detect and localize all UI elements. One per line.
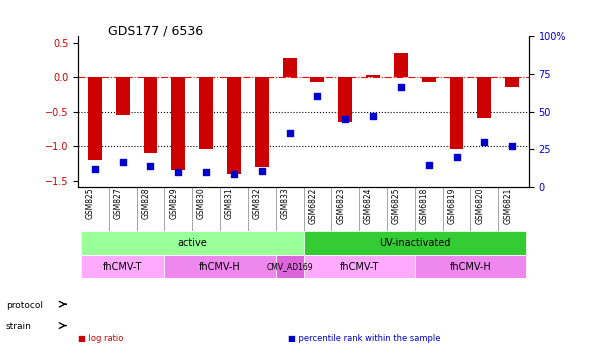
Text: GSM6818: GSM6818 <box>419 187 429 224</box>
Bar <box>366 75 380 77</box>
Text: GSM6824: GSM6824 <box>364 187 373 224</box>
Text: GSM6821: GSM6821 <box>503 187 512 224</box>
Point <box>452 154 462 160</box>
Bar <box>88 77 102 160</box>
Text: GSM6822: GSM6822 <box>308 187 317 224</box>
Text: GSM833: GSM833 <box>281 187 290 219</box>
Text: UV-inactivated: UV-inactivated <box>379 238 451 248</box>
Point <box>118 159 127 165</box>
Point <box>368 113 378 119</box>
Point <box>285 130 294 136</box>
FancyBboxPatch shape <box>165 255 276 278</box>
Text: fhCMV-T: fhCMV-T <box>340 262 379 272</box>
Bar <box>282 59 296 77</box>
FancyBboxPatch shape <box>304 255 415 278</box>
Text: protocol: protocol <box>6 301 43 310</box>
Point <box>340 116 350 122</box>
Bar <box>116 77 130 115</box>
Point <box>480 139 489 145</box>
Text: ■ percentile rank within the sample: ■ percentile rank within the sample <box>288 334 441 343</box>
Bar <box>477 77 492 119</box>
Point <box>90 166 100 172</box>
Text: ■ log ratio: ■ log ratio <box>78 334 123 343</box>
FancyBboxPatch shape <box>81 231 304 255</box>
Text: GSM6820: GSM6820 <box>475 187 484 224</box>
Text: GSM828: GSM828 <box>141 187 150 219</box>
Point <box>396 84 406 90</box>
Text: fhCMV-H: fhCMV-H <box>450 262 492 272</box>
Text: fhCMV-T: fhCMV-T <box>103 262 142 272</box>
Text: fhCMV-H: fhCMV-H <box>199 262 241 272</box>
FancyBboxPatch shape <box>276 255 304 278</box>
Bar <box>199 77 213 150</box>
Point <box>229 171 239 177</box>
Bar <box>311 77 325 82</box>
Text: active: active <box>177 238 207 248</box>
Point <box>313 94 322 99</box>
FancyBboxPatch shape <box>81 255 165 278</box>
Bar <box>450 77 463 150</box>
Text: GSM832: GSM832 <box>253 187 262 219</box>
Text: GSM831: GSM831 <box>225 187 234 219</box>
Text: GSM827: GSM827 <box>114 187 123 219</box>
Point <box>507 144 517 149</box>
Text: GSM830: GSM830 <box>197 187 206 219</box>
Text: GSM6823: GSM6823 <box>336 187 345 224</box>
FancyBboxPatch shape <box>415 255 526 278</box>
FancyBboxPatch shape <box>304 231 526 255</box>
Text: GSM825: GSM825 <box>86 187 95 219</box>
Bar <box>422 77 436 82</box>
Bar <box>394 53 408 77</box>
Bar <box>171 77 185 170</box>
Point <box>257 168 267 174</box>
Bar <box>505 77 519 87</box>
Text: GSM6825: GSM6825 <box>392 187 401 224</box>
Bar <box>338 77 352 122</box>
Point <box>145 163 155 169</box>
Text: GSM829: GSM829 <box>169 187 178 219</box>
Bar <box>255 77 269 167</box>
Text: strain: strain <box>6 322 32 331</box>
Text: GSM6819: GSM6819 <box>448 187 457 224</box>
Point <box>424 162 433 167</box>
Point <box>201 170 211 175</box>
Bar <box>227 77 241 174</box>
Point <box>174 170 183 175</box>
Text: GDS177 / 6536: GDS177 / 6536 <box>108 25 203 38</box>
Bar <box>144 77 157 153</box>
Text: CMV_AD169: CMV_AD169 <box>266 262 313 271</box>
